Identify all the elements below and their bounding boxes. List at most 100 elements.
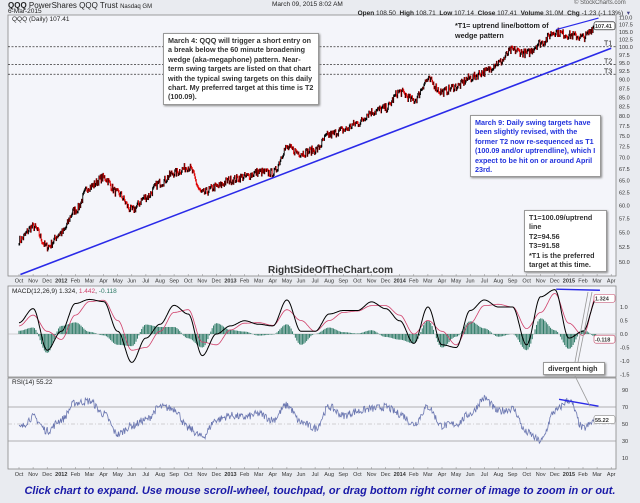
histogram-bar [420, 331, 422, 334]
histogram-bar [535, 324, 537, 334]
histogram-bar [65, 325, 67, 334]
histogram-bar [184, 334, 186, 338]
histogram-bar [213, 325, 215, 334]
rsi-title: RSI(14) [12, 379, 35, 386]
histogram-bar [18, 330, 20, 334]
histogram-bar [303, 334, 305, 344]
histogram-bar [554, 330, 556, 334]
x-tick-label: Apr [607, 279, 616, 285]
histogram-bar [276, 332, 278, 334]
histogram-bar [145, 324, 147, 334]
histogram-bar [392, 334, 394, 339]
histogram-bar [87, 331, 89, 334]
histogram-bar [55, 334, 57, 336]
histogram-bar [543, 319, 545, 334]
histogram-bar [141, 329, 143, 334]
histogram-bar [376, 332, 378, 334]
x-tick-label: Feb [578, 472, 587, 478]
annotation-march4: March 4: QQQ will trigger a short entry … [163, 33, 319, 105]
x-tick-label: Sep [508, 472, 518, 478]
histogram-bar [246, 331, 248, 334]
histogram-bar [239, 331, 241, 334]
histogram-bar [258, 334, 260, 336]
x-tick-label: May [113, 279, 124, 285]
histogram-bar [490, 332, 492, 334]
histogram-bar [351, 332, 353, 334]
histogram-bar [482, 328, 484, 334]
histogram-bar [455, 334, 457, 337]
x-tick-label: Nov [536, 472, 546, 478]
x-tick-label: Jul [142, 279, 149, 285]
x-tick-label: Mar [254, 279, 264, 285]
macd-y-tick-label: 0.0 [620, 332, 628, 338]
histogram-bar [183, 334, 185, 336]
histogram-bar [269, 334, 271, 335]
rsi-line [18, 394, 598, 445]
histogram-bar [84, 329, 86, 334]
y-tick-label: 107.5 [619, 23, 633, 29]
histogram-bar [117, 334, 119, 345]
histogram-bar [390, 334, 392, 338]
histogram-bar [155, 326, 157, 334]
histogram-bar [438, 334, 440, 345]
x-tick-label: Oct [522, 472, 531, 478]
rsi-value-tag-label: 55.22 [595, 418, 609, 424]
histogram-bar [462, 329, 464, 334]
macd-y-tick-label: 1.0 [620, 305, 628, 311]
histogram-bar [270, 334, 272, 335]
histogram-bar [253, 334, 255, 335]
macd-y-tick-label: -1.5 [620, 373, 629, 379]
ohlc-open: Open 108.50 [357, 10, 400, 17]
histogram-bar [562, 334, 564, 343]
x-tick-label: Feb [240, 472, 249, 478]
histogram-bar [146, 324, 148, 334]
x-tick-label: 2015 [563, 472, 575, 478]
histogram-bar [411, 334, 413, 344]
histogram-bar [559, 334, 561, 337]
histogram-bar [403, 334, 405, 341]
x-tick-label: Jun [297, 472, 306, 478]
histogram-bar [248, 332, 250, 334]
histogram-bar [286, 324, 288, 334]
histogram-bar [301, 334, 303, 345]
histogram-bar [241, 331, 243, 334]
x-tick-label: Dec [212, 279, 222, 285]
x-tick-label: Mar [423, 279, 433, 285]
histogram-bar [324, 328, 326, 334]
histogram-bar [245, 331, 247, 334]
histogram-bar [478, 325, 480, 334]
histogram-bar [207, 334, 209, 340]
y-tick-label: 90.0 [619, 78, 630, 84]
histogram-bar [172, 326, 174, 334]
x-tick-label: Nov [367, 472, 377, 478]
histogram-bar [190, 334, 192, 340]
histogram-bar [348, 332, 350, 334]
histogram-bar [262, 334, 264, 336]
x-tick-label: Feb [578, 279, 587, 285]
y-tick-label: 62.5 [619, 191, 630, 197]
histogram-bar [393, 334, 395, 339]
histogram-bar [382, 334, 384, 337]
x-tick-label: Sep [338, 279, 348, 285]
histogram-bar [321, 330, 323, 334]
histogram-bar [427, 320, 429, 334]
histogram-bar [198, 334, 200, 347]
histogram-bar [39, 334, 41, 341]
histogram-bar [67, 324, 69, 334]
histogram-bar [50, 334, 52, 348]
histogram-bar [468, 321, 470, 334]
x-tick-label: Sep [169, 279, 179, 285]
x-tick-label: Apr [438, 279, 447, 285]
histogram-bar [228, 329, 230, 334]
histogram-bar [48, 334, 50, 353]
histogram-bar [255, 334, 257, 336]
histogram-bar [79, 324, 81, 334]
histogram-bar [308, 334, 310, 338]
histogram-bar [317, 333, 319, 334]
histogram-bar [53, 334, 55, 340]
histogram-bar [104, 334, 106, 336]
histogram-bar [428, 321, 430, 334]
histogram-bar [94, 333, 96, 334]
y-tick-label: 72.5 [619, 145, 630, 151]
